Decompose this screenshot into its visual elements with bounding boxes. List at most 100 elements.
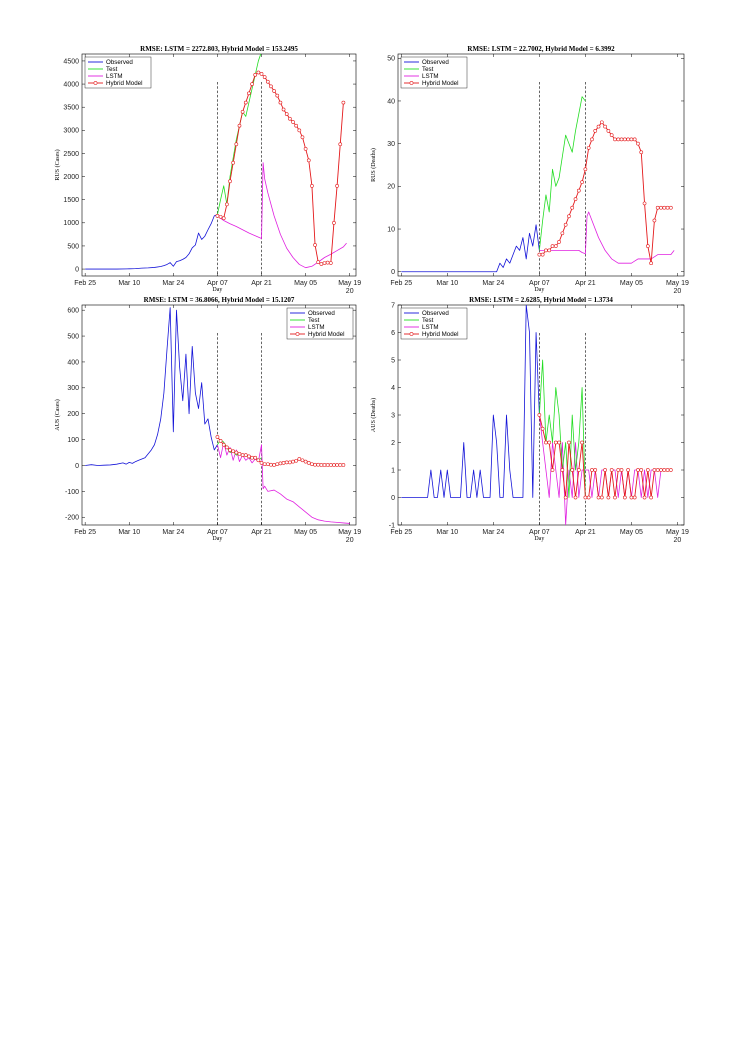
legend-label-test: Test [106, 66, 118, 73]
series-marker-hybrid [251, 83, 254, 86]
x-tick-label: Apr 21 [575, 529, 596, 536]
series-marker-hybrid [564, 496, 567, 499]
series-marker-hybrid [590, 138, 593, 141]
legend-label-lstm: LSTM [422, 73, 439, 80]
y-tick-label: 4000 [63, 81, 79, 88]
y-tick-label: 40 [387, 98, 395, 105]
y-tick-label: -200 [65, 515, 79, 522]
series-marker-hybrid [554, 441, 557, 444]
x-tick-year-label: 20 [346, 537, 354, 544]
y-axis-label: RUS (Deaths) [370, 148, 377, 182]
y-axis-label: RUS (Cases) [54, 149, 61, 180]
y-tick-label: 2000 [63, 174, 79, 181]
chart-title: RMSE: LSTM = 2.6285, Hybrid Model = 1.37… [469, 296, 613, 304]
series-marker-hybrid [307, 461, 310, 464]
y-tick-label: 2500 [63, 151, 79, 158]
series-marker-hybrid [276, 463, 279, 466]
series-marker-hybrid [571, 206, 574, 209]
series-marker-hybrid [336, 184, 339, 187]
series-marker-hybrid [567, 441, 570, 444]
series-marker-hybrid [600, 496, 603, 499]
x-tick-label: Mar 10 [436, 280, 458, 287]
series-marker-hybrid [317, 463, 320, 466]
series-marker-hybrid [594, 129, 597, 132]
legend-label-hybrid: Hybrid Model [106, 80, 142, 87]
y-tick-label: 20 [387, 184, 395, 191]
series-marker-hybrid [561, 232, 564, 235]
legend-label-observed: Observed [106, 59, 133, 66]
x-tick-label: Mar 24 [162, 280, 184, 287]
series-marker-hybrid [656, 468, 659, 471]
chart-panel-1: RMSE: LSTM = 2272.803, Hybrid Model = 15… [54, 33, 361, 295]
series-marker-hybrid [314, 243, 317, 246]
series-marker-hybrid [571, 468, 574, 471]
x-tick-label: Apr 21 [251, 529, 272, 536]
series-marker-hybrid [666, 206, 669, 209]
x-axis-label: Day [534, 536, 544, 542]
series-marker-hybrid [620, 138, 623, 141]
series-marker-hybrid [604, 468, 607, 471]
series-marker-hybrid [636, 142, 639, 145]
series-marker-hybrid [241, 454, 244, 457]
series-marker-hybrid [561, 468, 564, 471]
y-tick-label: 1500 [63, 197, 79, 204]
series-marker-hybrid [269, 85, 272, 88]
series-marker-hybrid [643, 496, 646, 499]
series-marker-hybrid [304, 147, 307, 150]
series-marker-hybrid [288, 117, 291, 120]
series-marker-hybrid [238, 124, 241, 127]
series-marker-hybrid [235, 451, 238, 454]
y-tick-label: 5 [391, 357, 395, 364]
series-marker-hybrid [541, 253, 544, 256]
series-marker-hybrid [235, 143, 238, 146]
series-marker-hybrid [332, 221, 335, 224]
series-marker-hybrid [323, 262, 326, 265]
y-tick-label: 50 [387, 56, 395, 63]
series-marker-hybrid [581, 441, 584, 444]
series-marker-hybrid [257, 459, 260, 462]
legend-label-hybrid: Hybrid Model [308, 331, 344, 338]
y-tick-label: 0 [75, 266, 79, 273]
legend-label-test: Test [308, 317, 320, 324]
legend-label-lstm: LSTM [422, 324, 439, 331]
series-marker-hybrid [574, 198, 577, 201]
legend: ObservedTestLSTMHybrid Model [287, 308, 353, 339]
series-marker-hybrid [291, 460, 294, 463]
series-marker-hybrid [225, 446, 228, 449]
series-marker-hybrid [336, 463, 339, 466]
series-marker-hybrid [640, 151, 643, 154]
series-marker-hybrid [620, 468, 623, 471]
series-marker-hybrid [666, 468, 669, 471]
series-marker-hybrid [558, 240, 561, 243]
series-marker-hybrid [577, 189, 580, 192]
x-tick-label: May 19 [666, 529, 689, 536]
series-marker-hybrid [538, 253, 541, 256]
x-tick-label: Feb 25 [74, 529, 96, 536]
series-marker-hybrid [247, 92, 250, 95]
series-marker-hybrid [581, 181, 584, 184]
series-marker-hybrid [548, 441, 551, 444]
x-axis-label: Day [212, 536, 222, 542]
series-marker-hybrid [669, 468, 672, 471]
y-tick-label: 500 [67, 243, 79, 250]
series-marker-hybrid [548, 249, 551, 252]
series-marker-hybrid [574, 496, 577, 499]
series-marker-hybrid [623, 138, 626, 141]
x-tick-label: Mar 10 [436, 529, 458, 536]
series-marker-hybrid [653, 219, 656, 222]
series-marker-hybrid [216, 435, 219, 438]
legend-label-observed: Observed [308, 310, 335, 317]
series-marker-hybrid [244, 101, 247, 104]
legend-label-lstm: LSTM [106, 73, 123, 80]
series-marker-hybrid [610, 468, 613, 471]
legend-label-observed: Observed [422, 59, 449, 66]
y-tick-label: 4500 [63, 58, 79, 65]
series-marker-hybrid [260, 72, 263, 75]
y-tick-label: 6 [391, 330, 395, 337]
series-marker-hybrid [342, 463, 345, 466]
series-marker-hybrid [232, 161, 235, 164]
x-tick-label: Apr 07 [529, 529, 550, 536]
series-marker-hybrid [257, 71, 260, 74]
x-tick-label: Apr 07 [207, 280, 228, 287]
series-marker-hybrid [285, 113, 288, 116]
